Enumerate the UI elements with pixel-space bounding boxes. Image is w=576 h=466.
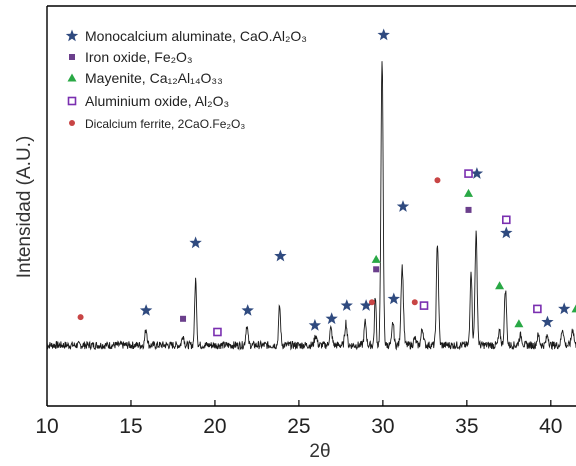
legend-label-monocalcium: Monocalcium aluminate, CaO.Al₂O₃ xyxy=(85,28,307,44)
monocalcium-marker xyxy=(396,200,410,212)
x-tick-label: 10 xyxy=(35,415,58,438)
monocalcium-marker xyxy=(470,167,484,179)
monocalcium-marker xyxy=(139,304,153,316)
monocalcium-marker xyxy=(359,299,373,311)
dicalcium-marker xyxy=(411,299,418,306)
monocalcium-marker xyxy=(241,304,254,316)
x-tick-label: 25 xyxy=(287,415,310,438)
monocalcium-marker xyxy=(377,28,390,41)
monocalcium-marker xyxy=(387,292,400,305)
x-tick-label: 35 xyxy=(455,415,478,438)
mayenite-marker xyxy=(514,319,524,328)
dicalcium-marker xyxy=(434,177,441,184)
dicalcium-marker xyxy=(77,314,84,321)
aluminium-oxide-marker xyxy=(502,215,511,225)
legend-label-dicalcium: Dicalcium ferrite, 2CaO.Fe₂O₃ xyxy=(85,117,245,131)
mayenite-marker xyxy=(464,188,474,197)
legend: Monocalcium aluminate, CaO.Al₂O₃ Iron oxi… xyxy=(65,28,307,131)
aluminium-oxide-marker xyxy=(213,327,222,337)
monocalcium-marker xyxy=(325,312,338,325)
xrd-pattern-line xyxy=(46,61,576,351)
iron-oxide-marker xyxy=(465,206,472,213)
legend-label-mayenite: Mayenite, Ca₁₂Al₁₄O₃₃ xyxy=(85,70,223,86)
legend-label-aluminium-oxide: Aluminium oxide, Al₂O₃ xyxy=(85,93,229,109)
legend-monocalcium-marker xyxy=(65,29,79,42)
legend-iron-oxide-marker xyxy=(69,54,75,60)
legend-aluminium-oxide-marker xyxy=(67,96,77,106)
monocalcium-marker xyxy=(274,249,287,262)
x-tick-label: 15 xyxy=(119,415,142,438)
phase-markers xyxy=(77,28,576,337)
mayenite-marker xyxy=(495,281,505,290)
monocalcium-marker xyxy=(558,302,571,315)
plot-frame xyxy=(46,5,576,407)
mayenite-marker xyxy=(571,304,576,313)
x-tick-label: 30 xyxy=(371,415,394,438)
x-axis-ticks: 10 15 20 25 30 35 40 xyxy=(35,400,562,438)
aluminium-oxide-marker xyxy=(533,304,542,314)
monocalcium-marker xyxy=(541,315,554,328)
y-axis-title: Intensidad (A.U.) xyxy=(14,136,35,279)
monocalcium-marker xyxy=(308,318,321,331)
iron-oxide-marker xyxy=(180,315,187,322)
dicalcium-marker xyxy=(368,299,375,306)
legend-label-iron-oxide: Iron oxide, Fe₂O₃ xyxy=(85,49,193,65)
monocalcium-marker xyxy=(500,226,513,239)
aluminium-oxide-marker xyxy=(419,301,429,310)
legend-mayenite-marker xyxy=(67,73,77,82)
monocalcium-marker xyxy=(189,236,202,249)
monocalcium-marker xyxy=(340,299,353,311)
mayenite-marker xyxy=(371,254,381,263)
x-axis-title: 2θ xyxy=(309,441,330,462)
x-tick-label: 40 xyxy=(539,415,562,438)
x-tick-label: 20 xyxy=(203,415,226,438)
iron-oxide-marker xyxy=(373,266,380,273)
aluminium-oxide-marker xyxy=(464,169,473,178)
legend-dicalcium-marker xyxy=(69,120,75,126)
